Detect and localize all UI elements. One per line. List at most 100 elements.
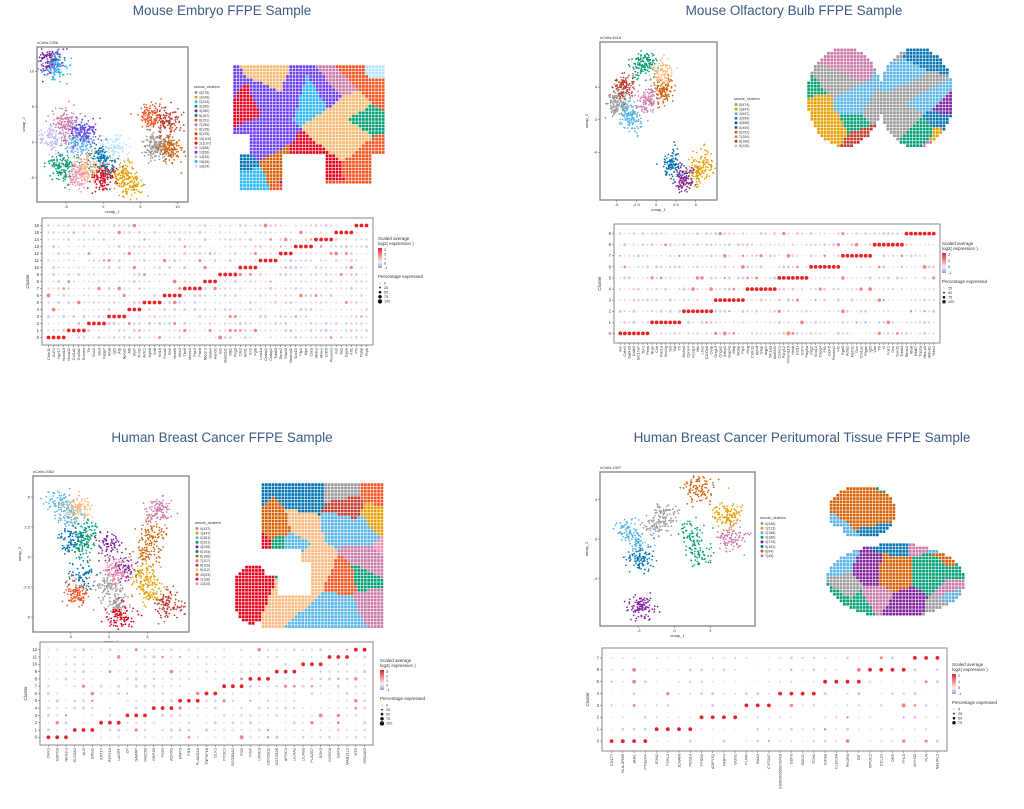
dot	[57, 315, 60, 318]
dot	[117, 321, 121, 326]
spatial-spot	[289, 65, 293, 68]
spatial-spot	[319, 131, 322, 134]
spatial-spot	[259, 68, 263, 72]
umap-point	[46, 62, 49, 65]
spatial-spot	[325, 108, 329, 111]
spatial-spot	[239, 180, 243, 184]
spatial-spot	[358, 161, 362, 164]
dot	[349, 294, 353, 297]
umap-point	[146, 128, 148, 131]
umap-point	[80, 124, 82, 127]
dot	[335, 336, 337, 339]
dot	[309, 301, 313, 304]
umap-point	[158, 135, 160, 138]
spatial-spot	[305, 111, 309, 115]
spatial-spot	[315, 141, 319, 144]
umap-point	[62, 48, 65, 50]
dot	[294, 259, 297, 262]
spatial-spot	[296, 104, 299, 108]
spatial-spot	[371, 95, 375, 98]
spatial-spot	[335, 85, 339, 88]
umap-point	[64, 59, 66, 62]
dot	[320, 301, 323, 304]
dot	[62, 224, 65, 227]
spatial-spot	[253, 101, 256, 105]
dot	[112, 321, 116, 326]
umap-point	[57, 67, 60, 70]
spatial-spot	[315, 65, 319, 68]
dot	[204, 322, 206, 325]
dot	[178, 252, 181, 255]
umap-point	[97, 153, 100, 156]
spatial-spot	[312, 91, 316, 95]
umap-point	[66, 82, 68, 85]
umap-point	[157, 148, 159, 151]
umap-point	[53, 158, 56, 161]
dot	[299, 315, 303, 318]
umap-point	[146, 139, 149, 141]
spatial-spot	[263, 157, 266, 161]
dot	[133, 273, 136, 276]
spatial-spot	[302, 68, 306, 72]
spatial-spot	[335, 65, 339, 68]
spatial-spot	[378, 118, 382, 121]
umap-point	[74, 141, 76, 144]
dot	[263, 223, 268, 228]
dot	[228, 238, 232, 241]
umap-point	[115, 175, 117, 178]
dot	[143, 322, 146, 325]
spatial-spot	[266, 144, 269, 148]
umap-point	[64, 137, 66, 140]
dot	[280, 336, 282, 339]
umap-point	[79, 134, 82, 136]
dot	[98, 294, 100, 297]
spatial-spot	[319, 111, 322, 115]
spatial-spot	[302, 91, 306, 95]
umap-point	[60, 172, 63, 174]
umap-point	[82, 173, 85, 176]
spatial-spot	[253, 88, 256, 92]
spatial-spot	[319, 88, 322, 92]
panel-mouse-embryo: Mouse Embryo FFPE Sample nCells:2306 -5 0 5…	[0, 0, 512, 404]
dot	[67, 259, 70, 262]
umap-point	[41, 70, 43, 73]
umap-point	[111, 170, 113, 173]
spatial-spot	[358, 128, 362, 131]
dot	[335, 294, 337, 297]
dot	[163, 252, 166, 255]
spatial-spot	[233, 71, 236, 75]
spatial-spot	[272, 157, 276, 161]
dot	[143, 308, 145, 311]
spatial-spot	[276, 71, 279, 75]
spatial-spot	[289, 118, 293, 121]
spatial-spot	[272, 174, 276, 177]
umap-point	[53, 60, 55, 63]
umap-point	[92, 157, 95, 160]
spatial-spot	[332, 137, 335, 141]
umap-point	[86, 170, 88, 172]
dot	[163, 245, 166, 248]
spatial-spot	[325, 167, 329, 171]
spatial-spot	[266, 141, 269, 144]
dot	[193, 280, 196, 283]
umap-point	[175, 144, 178, 147]
spatial-spot	[325, 137, 329, 141]
spatial-spot	[338, 170, 342, 174]
gene-label: Tal1	[339, 348, 344, 355]
spatial-spot	[249, 154, 253, 158]
spatial-spot	[309, 108, 312, 111]
spatial-spot	[315, 98, 319, 101]
spatial-spot	[335, 144, 339, 148]
spatial-spot	[263, 180, 266, 184]
umap-point	[47, 136, 49, 139]
dot	[52, 224, 55, 227]
spatial-spot	[239, 164, 243, 167]
gene-label: Col1a1	[71, 348, 76, 360]
dot	[324, 237, 328, 242]
spatial-spot	[305, 134, 309, 138]
dot	[198, 252, 202, 255]
umap-point	[83, 169, 86, 172]
umap-point	[158, 158, 161, 161]
dot	[143, 238, 146, 241]
spatial-spot	[272, 124, 276, 128]
